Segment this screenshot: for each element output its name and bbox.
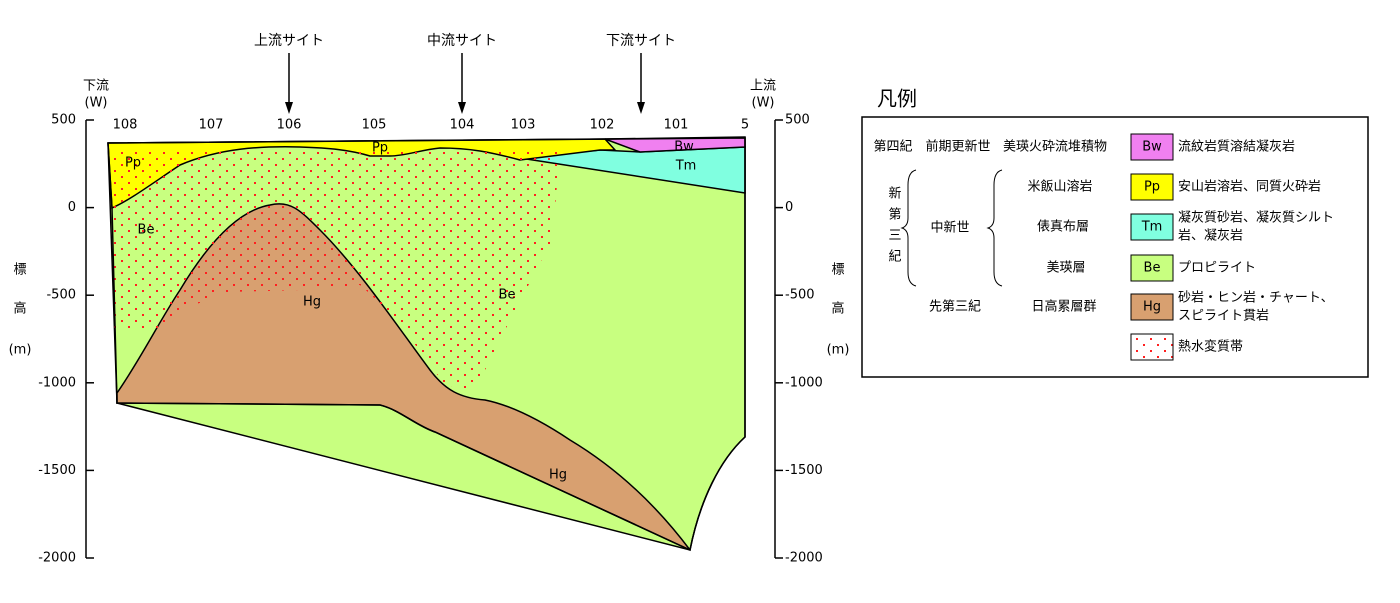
- y-tick-label: -2000: [785, 551, 823, 566]
- left-end-label: (W): [85, 96, 108, 111]
- layer-label: Hg: [303, 295, 321, 310]
- legend-description: 熱水変質帯: [1178, 339, 1243, 355]
- legend-symbol: Pp: [1144, 180, 1160, 195]
- site-arrowhead: [637, 102, 645, 114]
- legend-description: 岩、凝灰岩: [1178, 228, 1243, 244]
- legend-description: 流紋岩質溶結凝灰岩: [1178, 139, 1295, 155]
- y-tick-label: -500: [46, 288, 76, 303]
- legend-title: 凡例: [877, 87, 917, 111]
- y-tick-label: 0: [785, 200, 793, 215]
- layer-label: Be: [138, 223, 155, 238]
- legend-description: スピライト貫岩: [1178, 309, 1269, 324]
- site-label: 中流サイト: [427, 33, 497, 49]
- left-end-label: 下流: [83, 79, 109, 94]
- layer-label: Tm: [675, 159, 697, 174]
- legend-description: 凝灰質砂岩、凝灰質シルト: [1178, 210, 1334, 226]
- right-end-label: 上流: [750, 79, 776, 94]
- distance-marker: 105: [362, 118, 387, 133]
- formation: 美瑛層: [1046, 261, 1085, 276]
- layer-label: Be: [499, 288, 516, 303]
- right-end-label: (W): [752, 96, 775, 111]
- y-tick-label: 500: [51, 113, 76, 128]
- legend-symbol: Tm: [1141, 220, 1163, 235]
- era: 新第三紀: [886, 185, 902, 270]
- y-tick-label: -500: [785, 288, 815, 303]
- legend-swatch: [1130, 254, 1174, 282]
- formation: 日高累層群: [1031, 299, 1096, 315]
- y-tick-label: 0: [68, 200, 76, 215]
- distance-marker: 102: [590, 118, 615, 133]
- legend-box: [861, 116, 1369, 378]
- legend-symbol: Hg: [1143, 300, 1161, 315]
- era: 第四紀: [873, 140, 912, 155]
- layer-label: Pp: [372, 141, 388, 156]
- distance-marker: 108: [113, 118, 138, 133]
- y-tick-label: -1000: [785, 375, 823, 390]
- elevation-label: 高: [13, 301, 26, 317]
- elevation-label: 高: [831, 301, 844, 317]
- y-tick-label: -1000: [38, 375, 76, 390]
- layer-label: Pp: [125, 156, 141, 171]
- y-tick-label: -2000: [38, 551, 76, 566]
- legend-swatch: [1130, 173, 1174, 201]
- y-tick-label: -1500: [785, 463, 823, 478]
- formation: 美瑛火砕流堆積物: [1003, 140, 1107, 155]
- formation: 米飯山溶岩: [1027, 180, 1092, 195]
- epoch: 中新世: [930, 220, 969, 236]
- site-label: 上流サイト: [254, 33, 324, 49]
- distance-marker: 103: [511, 118, 536, 133]
- elevation-label: (m): [827, 343, 850, 358]
- elevation-label: 標: [13, 263, 26, 278]
- section-outline: [107, 137, 746, 552]
- era: 先第三紀: [929, 300, 981, 315]
- distance-marker: 101: [664, 118, 689, 133]
- site-arrowhead: [285, 102, 293, 114]
- formation: 俵真布層: [1037, 220, 1089, 235]
- distance-marker: 106: [277, 118, 302, 133]
- legend-symbol: Bw: [1142, 140, 1162, 155]
- brace: [986, 169, 1003, 287]
- legend-swatch: [1130, 133, 1174, 161]
- legend-symbol: Be: [1144, 261, 1161, 276]
- distance-marker: 107: [199, 118, 224, 133]
- legend-description: プロピライト: [1178, 261, 1256, 276]
- elevation-label: 標: [831, 263, 844, 278]
- layer-label: Bw: [674, 140, 694, 155]
- legend-swatch: [1130, 213, 1174, 241]
- site-label: 下流サイト: [606, 33, 676, 49]
- y-tick-label: -1500: [38, 463, 76, 478]
- legend-swatch-hydrothermal: [1130, 333, 1174, 361]
- brace: [900, 169, 917, 287]
- legend-description: 安山岩溶岩、同質火砕岩: [1178, 180, 1321, 195]
- epoch: 前期更新世: [925, 139, 990, 155]
- site-arrowhead: [458, 102, 466, 114]
- y-tick-label: 500: [785, 113, 810, 128]
- distance-marker: 5: [741, 118, 749, 133]
- cross-section: [107, 136, 746, 552]
- distance-marker: 104: [450, 118, 475, 133]
- legend-swatch: [1130, 293, 1174, 321]
- layer-label: Hg: [549, 468, 567, 483]
- hydrothermal-zone: [114, 152, 560, 390]
- elevation-label: (m): [9, 343, 32, 358]
- legend-description: 砂岩・ヒン岩・チャート、: [1178, 291, 1334, 306]
